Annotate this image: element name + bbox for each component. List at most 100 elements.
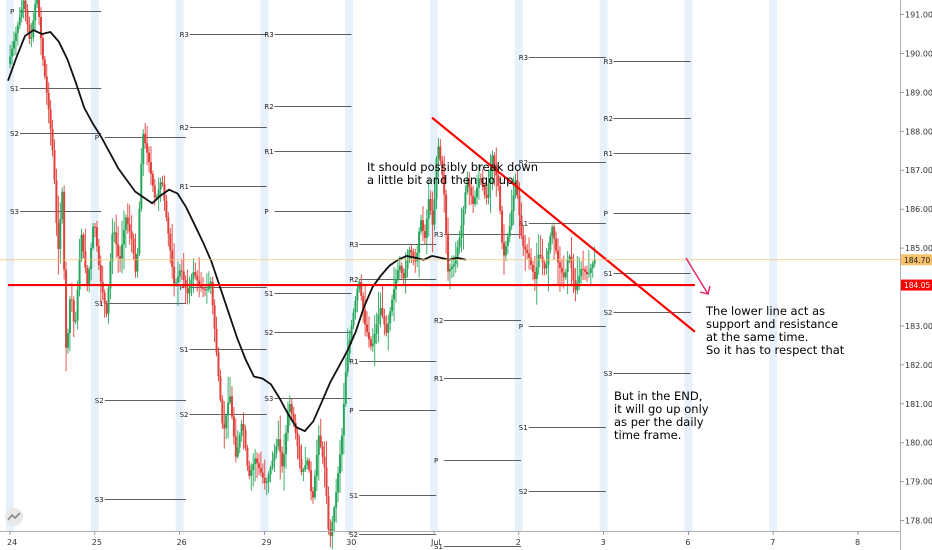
price-tag-label: 184.05 [904,281,930,290]
pivot-label: R1 [519,220,528,228]
candle-body [477,178,480,188]
candle-body [531,264,534,272]
candle-body [410,249,413,252]
x-tick-label: 6 [685,538,690,547]
candle-body [443,174,446,195]
pivot-label: R1 [349,358,358,366]
x-tick-label: 8 [855,538,860,547]
candle-body [501,210,504,243]
candle-body [192,272,195,280]
candle-body [256,458,259,464]
candle-body [475,187,478,198]
candle-body [225,415,228,429]
pivot-label: P [264,208,268,216]
candle-body [227,402,230,416]
candle-body [107,288,110,314]
candle-body [153,185,156,198]
candle-body [68,299,71,334]
candle-body [122,230,125,245]
candle-body [593,259,596,264]
y-tick-label: 179.00 [905,478,932,487]
candle-body [564,271,567,278]
candle-body [321,446,324,457]
pivot-label: P [180,284,184,292]
pivot-label: S2 [180,411,189,419]
candle-body [439,146,442,161]
candle-body [308,460,311,471]
candle-body [294,423,297,433]
candle-body [155,196,158,198]
candle-body [213,305,216,329]
time-axis[interactable]: 24 25 26 29 30 Jul 2 3 6 7 8 [7,531,860,547]
y-tick-label: 189.00 [905,88,932,97]
candle-body [26,10,29,25]
session-band [684,0,693,531]
candle-body [431,210,434,225]
candle-body [545,264,548,269]
pivot-label: S3 [264,395,273,403]
pivot-label: S1 [349,492,358,500]
pivot-label: S1 [604,270,613,278]
candle-body [568,256,571,260]
candle-body [489,169,492,184]
candle-body [234,436,237,457]
pivot-label: R2 [604,115,613,123]
y-tick-label: 191.00 [905,11,932,20]
candle-body [92,226,95,248]
pivot-label: R1 [604,150,613,158]
candle-body [105,303,108,314]
candle-body [497,175,500,187]
candle-body [381,308,384,317]
candle-body [520,215,523,236]
price-tag-box [901,254,932,266]
y-tick-label: 187.00 [905,166,932,175]
candle-body [560,267,563,273]
candle-body [340,435,343,455]
candle-body [518,195,521,216]
x-tick-label: Jul [430,538,441,547]
candle-body [502,242,505,256]
candle-body [250,469,253,476]
x-tick-label: 30 [346,538,356,547]
candle-body [244,430,247,449]
pivot-label: R3 [264,31,273,39]
candle-body [101,281,104,293]
candle-body [450,266,453,270]
arrow-head [699,285,711,295]
candle-body [470,187,473,196]
candle-body [286,411,289,433]
candle-body [223,423,226,429]
candle-body [161,182,164,185]
candle-body [175,282,178,284]
y-tick-label: 190.00 [905,49,932,58]
candle-body [275,446,278,454]
candle-body [317,435,320,455]
session-band [769,0,778,531]
tradingview-logo[interactable] [5,508,23,526]
candle-body [288,404,291,412]
candle-body [115,232,118,245]
candle-body [472,195,475,204]
candle-body [342,403,345,436]
candle-body [86,267,89,285]
candle-body [151,173,154,186]
candle-body [456,247,459,257]
candle-body [190,279,193,287]
y-tick-label: 188.00 [905,127,932,136]
y-tick-label: 180.00 [905,439,932,448]
candle-body [140,164,143,209]
annotation-arrow [685,257,711,295]
session-band [345,0,354,531]
candle-body [221,399,224,424]
candle-body [481,178,484,187]
candle-body [63,191,66,270]
candle-body [414,256,417,262]
candle-body [385,324,388,333]
candle-body [522,235,525,247]
y-tick-label: 178.00 [905,517,932,526]
candle-body [558,262,561,268]
candle-body [271,460,274,468]
candle-body [354,300,357,313]
candle-body [562,272,565,278]
